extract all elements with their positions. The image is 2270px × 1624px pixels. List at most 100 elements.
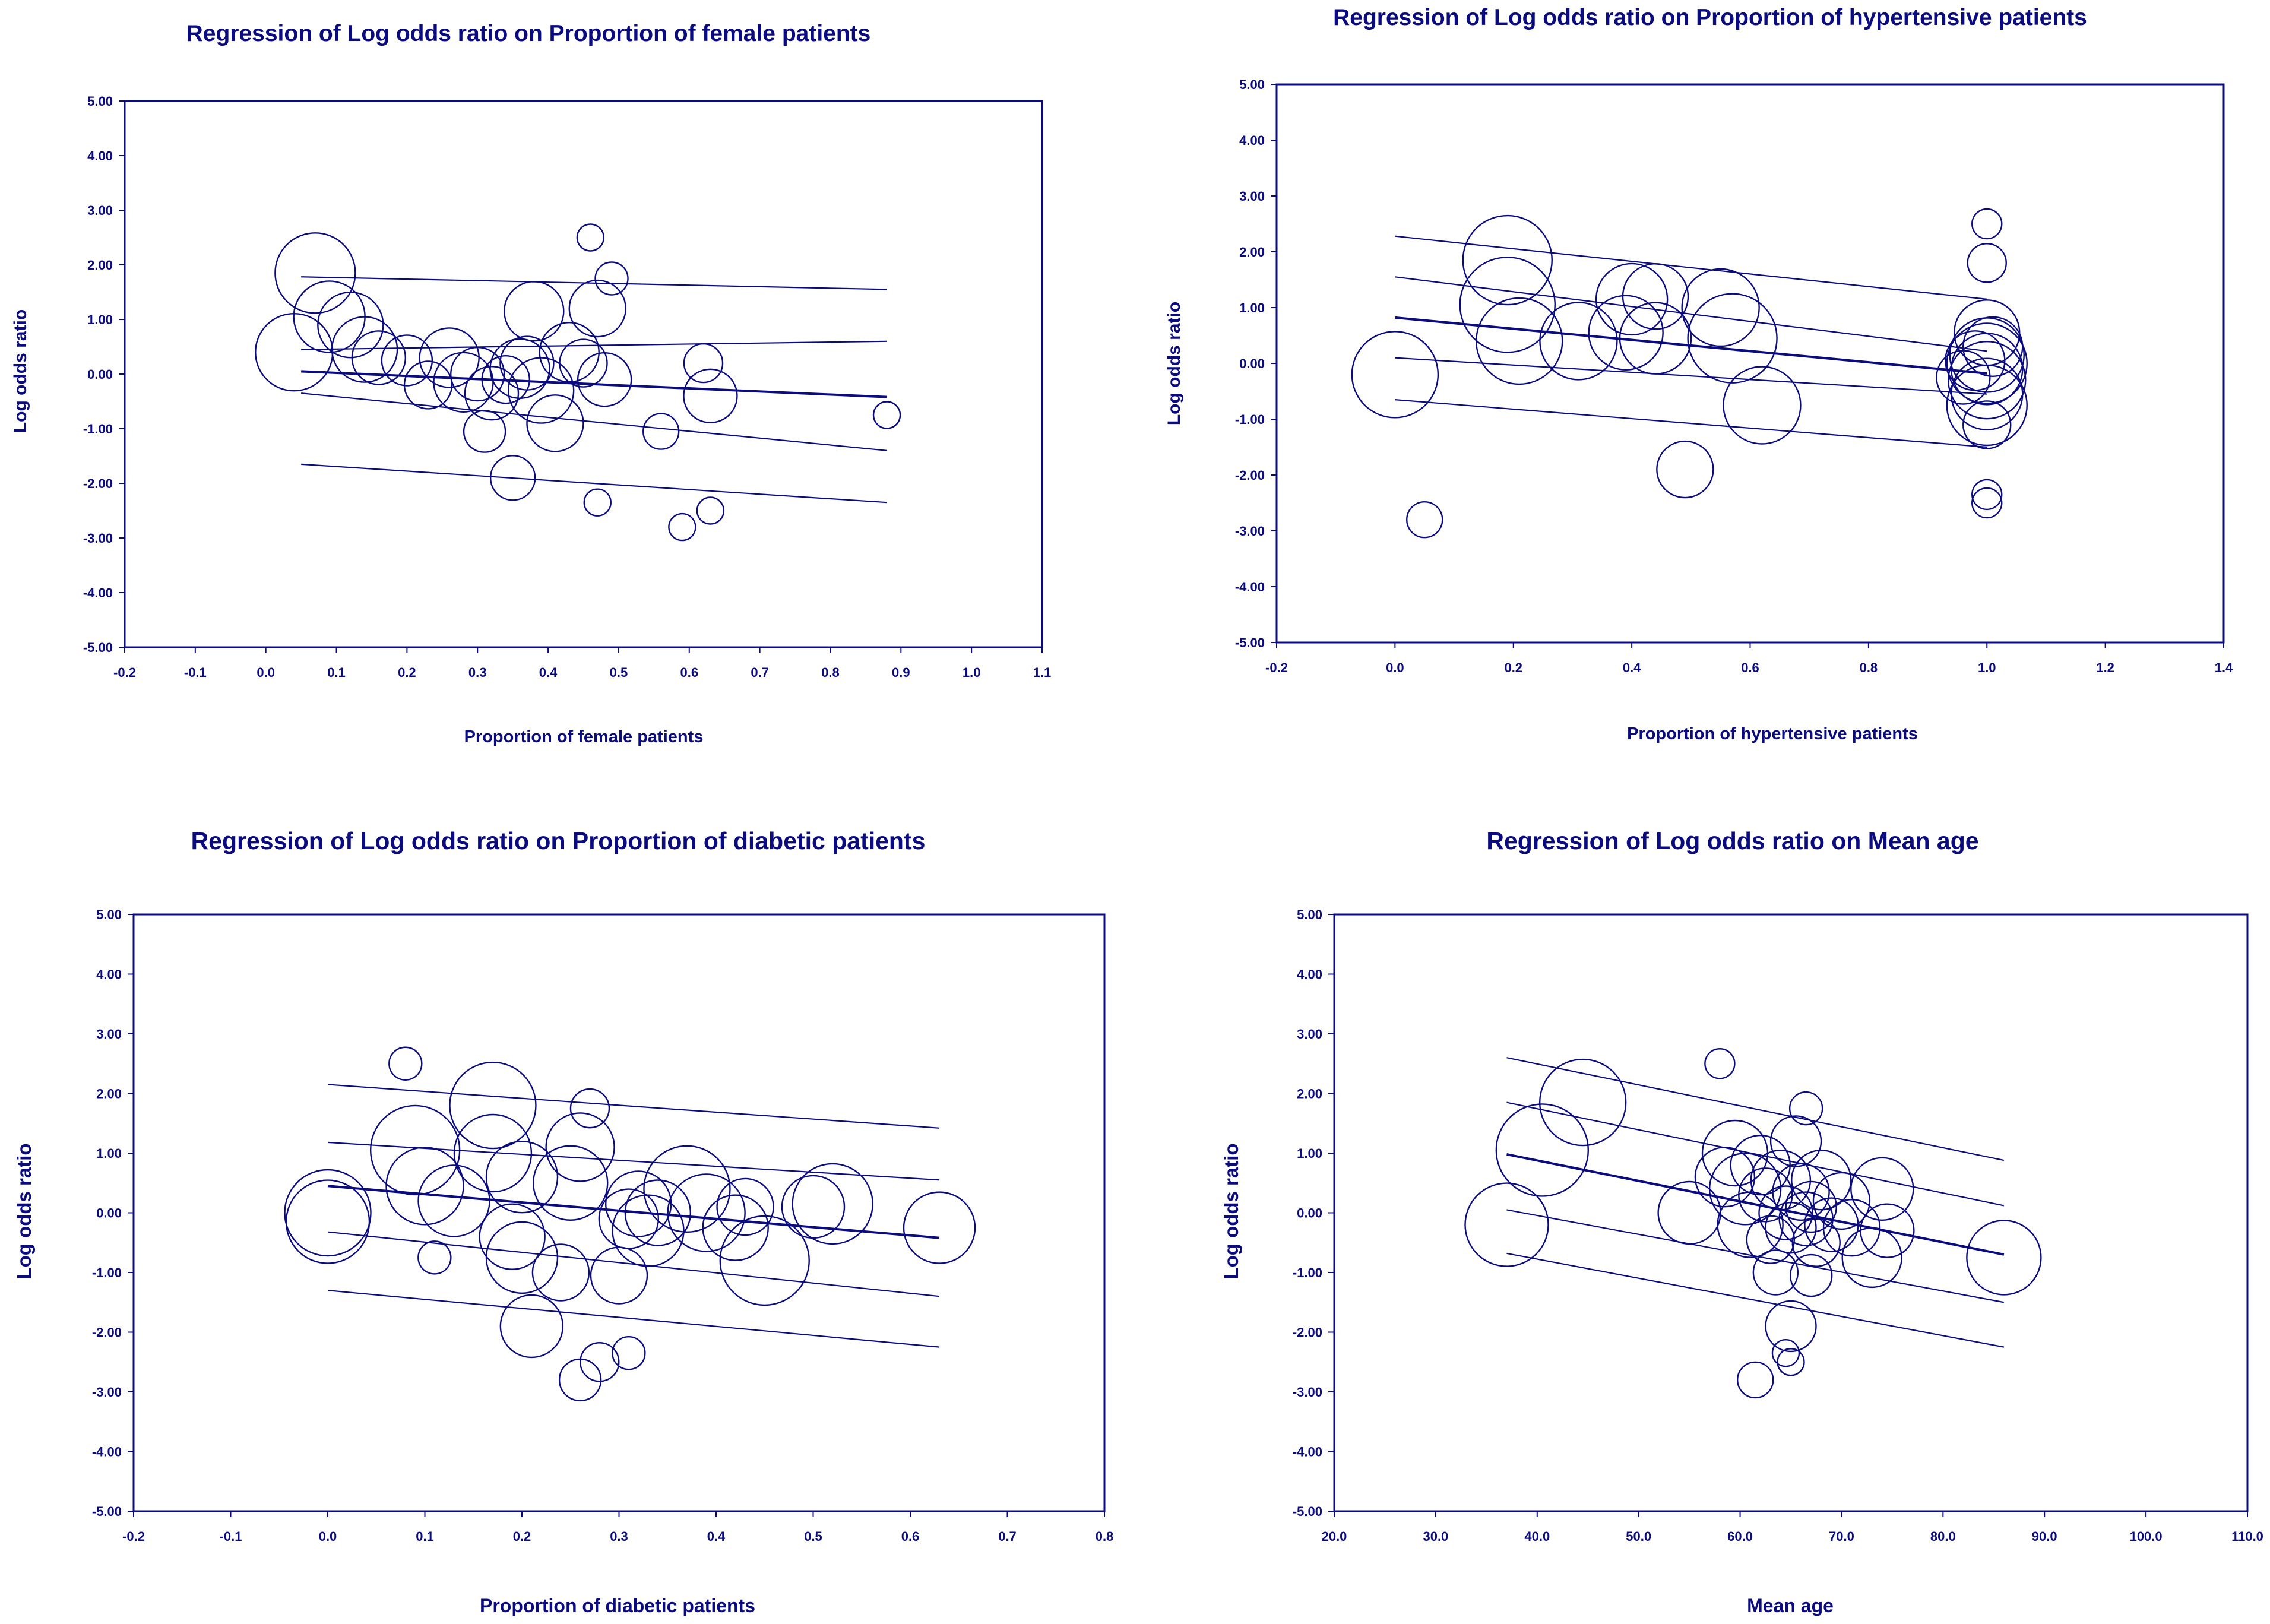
- study-point: [1966, 1220, 2042, 1296]
- plot-area: 5.00 4.00 3.00 2.00 1.00 0.00 -1.00 -2.00 -3.00 -…: [1235, 77, 2233, 675]
- y-tick-label: 0.00: [1297, 1206, 1322, 1221]
- study-point: [479, 1203, 546, 1270]
- study-point: [1812, 1172, 1871, 1230]
- x-tick-label: 0.4: [539, 665, 558, 680]
- study-point: [1657, 1180, 1721, 1245]
- study-point: [1717, 1191, 1784, 1258]
- y-tick-label: -3.00: [92, 1385, 122, 1400]
- confidence-interval-lower-line: [1506, 1209, 2005, 1303]
- x-axis-label: Proportion of hypertensive patients: [1627, 724, 1918, 743]
- y-tick-label: -4.00: [1293, 1445, 1322, 1460]
- study-point: [317, 292, 384, 359]
- study-point: [388, 1046, 423, 1081]
- study-point: [612, 1194, 685, 1267]
- study-point: [351, 330, 407, 385]
- y-tick-label: 4.00: [87, 148, 113, 163]
- x-axis-ticks: -0.2 -0.1 0.0 0.1 0.2 0.3 0.4 0.5 0.6 0.7 0.8 0.9 1.…: [113, 647, 1051, 680]
- y-tick-label: 1.00: [87, 312, 113, 327]
- y-tick-label: 1.00: [1239, 300, 1265, 315]
- study-point: [1462, 214, 1553, 306]
- panel-female: Regression of Log odds ratio on Proporti…: [11, 21, 1051, 746]
- study-point: [1588, 295, 1664, 371]
- study-point: [624, 1179, 692, 1246]
- study-point: [1860, 1203, 1915, 1258]
- y-tick-label: 3.00: [1239, 189, 1265, 204]
- x-tick-label: 1.0: [963, 665, 981, 680]
- x-tick-label: 0.2: [513, 1529, 531, 1544]
- y-tick-label: 5.00: [1297, 907, 1322, 922]
- study-point: [1539, 302, 1618, 381]
- confidence-interval-lower-line: [301, 392, 887, 451]
- study-point: [381, 334, 433, 387]
- study-point: [696, 496, 725, 525]
- x-tick-label: 0.5: [610, 665, 628, 680]
- chart-title: Regression of Log odds ratio on Mean age: [1486, 827, 1978, 854]
- y-tick-label: -1.00: [1293, 1265, 1322, 1280]
- x-tick-label: 1.2: [2096, 660, 2114, 675]
- prediction-interval-lower-line: [1395, 399, 1987, 448]
- y-axis-label: Log odds ratio: [13, 1143, 35, 1279]
- y-tick-label: -1.00: [83, 422, 113, 436]
- study-point: [1476, 297, 1563, 385]
- chart-title: Regression of Log odds ratio on Proporti…: [186, 21, 871, 46]
- study-point: [559, 338, 608, 388]
- y-tick-label: -5.00: [1235, 635, 1265, 650]
- prediction-interval-upper-line: [301, 276, 887, 290]
- y-tick-label: -1.00: [1235, 412, 1265, 427]
- study-point: [485, 1221, 559, 1294]
- x-tick-label: 0.0: [1386, 660, 1404, 675]
- y-tick-label: 4.00: [1297, 967, 1322, 982]
- y-tick-label: -2.00: [1235, 468, 1265, 483]
- y-tick-label: -5.00: [92, 1504, 122, 1519]
- study-point: [1694, 1147, 1756, 1208]
- study-point: [1765, 1201, 1817, 1254]
- x-tick-label: 0.9: [892, 665, 910, 680]
- x-tick-label: 70.0: [1829, 1529, 1854, 1544]
- regression-lines: [1506, 1057, 2005, 1348]
- study-point: [1962, 316, 2024, 377]
- x-tick-label: 1.4: [2215, 660, 2233, 675]
- study-point: [1752, 1249, 1799, 1296]
- y-tick-label: -4.00: [92, 1445, 122, 1460]
- x-tick-label: 0.7: [751, 665, 769, 680]
- x-tick-label: 80.0: [1930, 1529, 1956, 1544]
- x-axis-label: Proportion of diabetic patients: [480, 1595, 755, 1616]
- study-point: [580, 1342, 620, 1382]
- x-tick-label: 0.6: [1741, 660, 1759, 675]
- x-tick-label: 0.6: [680, 665, 698, 680]
- study-point: [577, 352, 632, 407]
- panel-hypertensive: Regression of Log odds ratio on Proporti…: [1164, 5, 2233, 743]
- study-point: [1789, 1253, 1833, 1297]
- study-point: [1464, 1182, 1549, 1267]
- y-axis-label: Log odds ratio: [11, 309, 30, 433]
- prediction-interval-upper-line: [327, 1084, 940, 1129]
- study-point: [1971, 487, 2003, 519]
- study-point: [507, 357, 575, 424]
- study-point: [1772, 1163, 1830, 1221]
- study-point: [1738, 1167, 1793, 1223]
- y-tick-label: 2.00: [87, 258, 113, 273]
- study-point: [872, 401, 901, 429]
- study-point: [1406, 501, 1443, 539]
- study-point: [1951, 333, 2024, 406]
- study-point: [1708, 1153, 1782, 1226]
- study-point: [1619, 302, 1692, 375]
- study-point: [903, 1191, 976, 1264]
- study-point: [1622, 263, 1689, 330]
- confidence-interval-lower-line: [1395, 357, 1987, 395]
- study-point: [1459, 257, 1556, 353]
- study-point: [1538, 1058, 1627, 1147]
- study-point: [719, 1215, 810, 1306]
- y-tick-label: 4.00: [1239, 133, 1265, 148]
- y-tick-label: 1.00: [96, 1146, 122, 1161]
- x-tick-label: 0.7: [998, 1529, 1017, 1544]
- y-tick-label: 3.00: [87, 203, 113, 218]
- study-point: [598, 1188, 660, 1249]
- study-point: [481, 355, 530, 404]
- x-tick-label: 0.4: [707, 1529, 726, 1544]
- study-point: [702, 1194, 769, 1261]
- study-point: [284, 1169, 372, 1257]
- study-points: [284, 1046, 976, 1402]
- prediction-interval-upper-line: [1395, 235, 1987, 300]
